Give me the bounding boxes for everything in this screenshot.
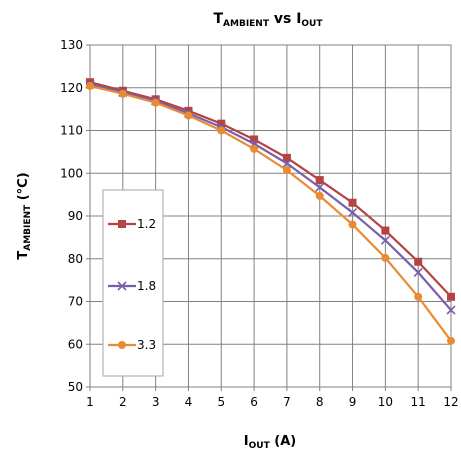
marker-x bbox=[282, 158, 292, 168]
y-tick-label: 50 bbox=[68, 380, 83, 394]
ylabel-ambient: AMBIENT bbox=[23, 204, 33, 251]
y-tick-label: 130 bbox=[60, 38, 83, 52]
x-tick-label: 4 bbox=[185, 395, 193, 409]
x-tick-label: 10 bbox=[378, 395, 393, 409]
x-tick-label: 12 bbox=[443, 395, 458, 409]
marker-circle bbox=[381, 253, 390, 262]
x-axis-label: IOUT (A) bbox=[244, 434, 296, 451]
title-vs-i: vs I bbox=[269, 11, 301, 27]
marker-circle bbox=[348, 220, 357, 229]
x-tick-label: 1 bbox=[86, 395, 94, 409]
marker-circle bbox=[217, 126, 226, 135]
marker-circle bbox=[86, 82, 94, 91]
marker-square bbox=[250, 135, 259, 144]
x-tick-label: 9 bbox=[349, 395, 357, 409]
marker-square bbox=[447, 292, 455, 301]
y-tick-label: 90 bbox=[68, 209, 83, 223]
y-tick-label: 100 bbox=[60, 166, 83, 180]
chart-title: TAMBIENT vs IOUT bbox=[213, 11, 323, 29]
title-ambient: AMBIENT bbox=[223, 19, 270, 29]
legend-entry: 1.8 bbox=[108, 279, 156, 293]
xlabel-out: OUT bbox=[249, 441, 271, 451]
marker-x bbox=[380, 235, 390, 245]
x-tick-label: 7 bbox=[283, 395, 291, 409]
x-tick-label: 2 bbox=[119, 395, 127, 409]
x-tick-label: 3 bbox=[152, 395, 160, 409]
marker-square bbox=[348, 198, 357, 207]
marker-square bbox=[282, 153, 291, 162]
marker-circle bbox=[118, 89, 127, 98]
marker-circle bbox=[184, 111, 193, 120]
x-tick-label: 5 bbox=[217, 395, 225, 409]
title-t: T bbox=[213, 11, 223, 27]
x-tick-label: 8 bbox=[316, 395, 324, 409]
y-tick-labels: 50 60 70 80 90 100 110 120 130 bbox=[60, 38, 83, 394]
legend-label: 3.3 bbox=[137, 338, 156, 352]
xlabel-i: I bbox=[244, 434, 249, 449]
series-3-3 bbox=[86, 82, 455, 345]
series-group bbox=[85, 78, 456, 345]
title-out: OUT bbox=[301, 19, 323, 29]
marker-square bbox=[217, 119, 226, 128]
y-tick-label: 110 bbox=[60, 124, 83, 138]
y-axis-label: TAMBIENT (°C) bbox=[16, 172, 33, 259]
marker-circle bbox=[118, 341, 126, 349]
xlabel-unit: (A) bbox=[270, 434, 296, 449]
legend: 1.2 1.8 3.3 bbox=[102, 189, 164, 377]
marker-x bbox=[446, 305, 456, 315]
marker-x bbox=[347, 208, 358, 218]
ylabel-t: T bbox=[16, 251, 31, 260]
x-tick-label: 11 bbox=[411, 395, 426, 409]
marker-circle bbox=[447, 336, 455, 345]
x-tick-labels: 1 2 3 4 5 6 7 8 9 10 11 12 bbox=[86, 395, 458, 409]
marker-circle bbox=[282, 166, 291, 175]
series-line bbox=[89, 84, 452, 342]
marker-circle bbox=[315, 191, 324, 200]
marker-x bbox=[413, 267, 423, 277]
series-line bbox=[89, 81, 452, 298]
y-tick-label: 60 bbox=[68, 337, 83, 351]
marker-x bbox=[117, 281, 127, 291]
legend-label: 1.8 bbox=[137, 279, 156, 293]
legend-entry: 1.2 bbox=[108, 217, 156, 231]
y-tick-label: 120 bbox=[60, 81, 83, 95]
y-tick-label: 80 bbox=[68, 252, 83, 266]
y-tick-label: 70 bbox=[68, 295, 83, 309]
plot-area-border bbox=[89, 44, 452, 388]
marker-square bbox=[118, 220, 126, 228]
legend-entry: 3.3 bbox=[108, 338, 156, 352]
ylabel-unit: (°C) bbox=[16, 172, 31, 204]
marker-square bbox=[184, 106, 193, 115]
x-tick-label: 6 bbox=[250, 395, 258, 409]
marker-circle bbox=[414, 292, 423, 301]
legend-label: 1.2 bbox=[137, 217, 156, 231]
marker-x bbox=[315, 182, 325, 192]
marker-circle bbox=[151, 98, 160, 107]
marker-square bbox=[414, 257, 423, 266]
series-line bbox=[89, 83, 452, 311]
marker-square bbox=[381, 226, 390, 235]
marker-circle bbox=[250, 144, 259, 153]
marker-square bbox=[315, 176, 324, 185]
